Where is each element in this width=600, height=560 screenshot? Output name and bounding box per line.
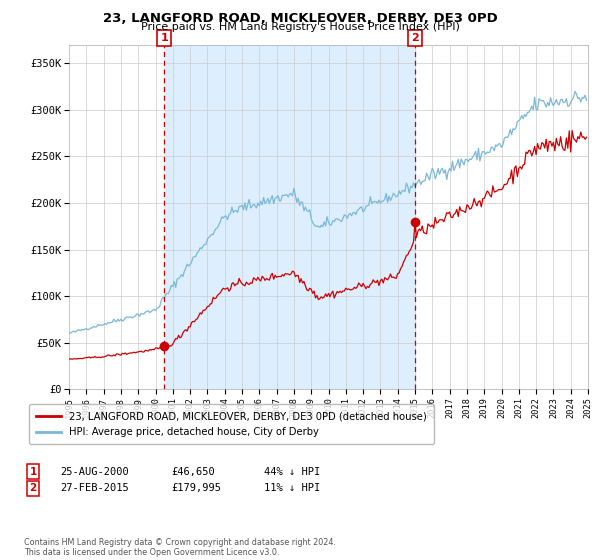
Text: 44% ↓ HPI: 44% ↓ HPI	[264, 466, 320, 477]
Legend: 23, LANGFORD ROAD, MICKLEOVER, DERBY, DE3 0PD (detached house), HPI: Average pri: 23, LANGFORD ROAD, MICKLEOVER, DERBY, DE…	[29, 404, 434, 444]
Text: £179,995: £179,995	[171, 483, 221, 493]
Text: £46,650: £46,650	[171, 466, 215, 477]
Text: Price paid vs. HM Land Registry's House Price Index (HPI): Price paid vs. HM Land Registry's House …	[140, 22, 460, 32]
Text: 23, LANGFORD ROAD, MICKLEOVER, DERBY, DE3 0PD: 23, LANGFORD ROAD, MICKLEOVER, DERBY, DE…	[103, 12, 497, 25]
Text: 1: 1	[29, 466, 37, 477]
Text: 11% ↓ HPI: 11% ↓ HPI	[264, 483, 320, 493]
Text: 27-FEB-2015: 27-FEB-2015	[60, 483, 129, 493]
Text: Contains HM Land Registry data © Crown copyright and database right 2024.
This d: Contains HM Land Registry data © Crown c…	[24, 538, 336, 557]
Text: 2: 2	[29, 483, 37, 493]
Text: 1: 1	[160, 33, 168, 43]
Bar	[164, 45, 415, 389]
Text: 25-AUG-2000: 25-AUG-2000	[60, 466, 129, 477]
Text: 2: 2	[411, 33, 419, 43]
